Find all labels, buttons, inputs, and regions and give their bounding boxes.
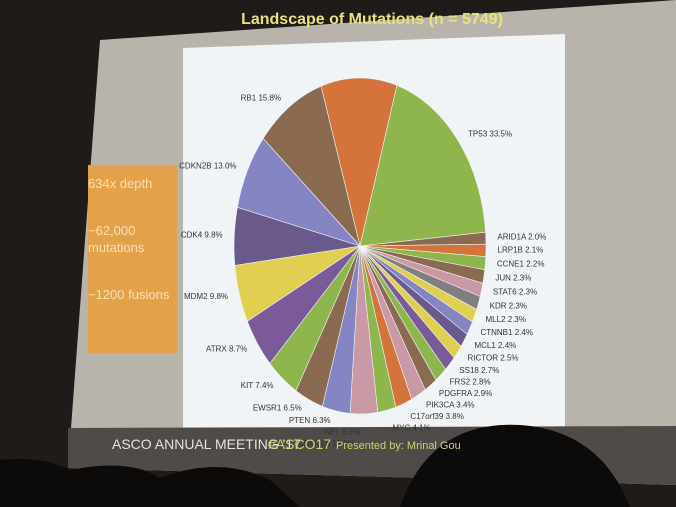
slice-value: 2.4% bbox=[498, 341, 516, 350]
slice-value: 2.1% bbox=[525, 246, 543, 255]
slice-name: PDGFRA bbox=[439, 389, 473, 398]
presenter: Presented by: Mrinal Gou bbox=[336, 440, 461, 452]
slice-value: 9.8% bbox=[210, 292, 228, 301]
slice-value: 2.8% bbox=[472, 378, 490, 387]
pie: CDKN2A 17.2% TP53 33.5% ARID1A 2.0% LRP1B 2… bbox=[179, 77, 546, 448]
slice-value: 2.3% bbox=[513, 273, 531, 282]
sidebar-box bbox=[88, 165, 177, 353]
slice-name: RB1 bbox=[241, 94, 257, 103]
slice-label: ARID1A 2.0% bbox=[497, 233, 546, 242]
slice-value: 4.1% bbox=[412, 424, 430, 433]
slice-name: NF1 bbox=[325, 427, 341, 436]
slice-name: PTEN bbox=[289, 416, 311, 425]
slice-value: 2.0% bbox=[528, 233, 546, 242]
slice-name: MLL2 bbox=[486, 315, 507, 324]
slice-value: 2.5% bbox=[500, 354, 518, 363]
slice-label: PTEN 6.3% bbox=[289, 416, 331, 425]
slice-value: 2.2% bbox=[526, 259, 544, 268]
slice-value: 2.4% bbox=[515, 328, 533, 337]
slice-name: STAT6 bbox=[493, 288, 517, 297]
slice-value: 2.3% bbox=[509, 302, 527, 311]
slice-label: LRP1B 2.1% bbox=[498, 246, 544, 255]
slice-label: MYC 4.1% bbox=[392, 424, 430, 433]
slice-name: KDR bbox=[490, 302, 507, 311]
slice-value: 13.0% bbox=[214, 161, 237, 170]
slice-value: 2.3% bbox=[508, 315, 526, 324]
slice-label: RICTOR 2.5% bbox=[468, 354, 519, 363]
slice-value: 15.8% bbox=[258, 94, 281, 103]
slice-label: FRS2 2.8% bbox=[450, 378, 491, 387]
slice-label: CCNE1 2.2% bbox=[497, 259, 545, 268]
slice-name: CCNE1 bbox=[497, 259, 525, 268]
slice-name: MCL1 bbox=[474, 341, 496, 350]
sidebar-note: 634x depth bbox=[88, 176, 153, 191]
slice-label: KDR 2.3% bbox=[490, 302, 527, 311]
slice-name: JUN bbox=[495, 273, 511, 282]
slice-label: STAT6 2.3% bbox=[493, 288, 537, 297]
pie-slice bbox=[320, 77, 398, 247]
slice-name: CDKN2A bbox=[298, 439, 331, 448]
sidebar-note: ~1200 fusions bbox=[88, 287, 170, 302]
audience bbox=[0, 424, 630, 507]
slice-label: CTNNB1 2.4% bbox=[480, 328, 532, 337]
slice-name: C17orf39 bbox=[410, 412, 443, 421]
chart-title: Landscape of Mutations (n = 5749) bbox=[241, 11, 503, 28]
slice-name: PIK3CA bbox=[426, 401, 455, 410]
slice-value: 6.5% bbox=[284, 404, 302, 413]
slice-name: LRP1B bbox=[498, 246, 523, 255]
pie-slice bbox=[359, 84, 486, 247]
slice-value: 6.3% bbox=[312, 416, 330, 425]
slice-label: KIT 7.4% bbox=[241, 381, 274, 390]
slice-label: JUN 2.3% bbox=[495, 273, 531, 282]
slice-value: 3.4% bbox=[456, 401, 474, 410]
slice-name: ATRX bbox=[206, 344, 227, 353]
slice-value: 2.7% bbox=[481, 366, 499, 375]
slice-label: TP53 33.5% bbox=[468, 129, 512, 138]
slice-name: ARID1A bbox=[497, 233, 527, 242]
slice-name: TP53 bbox=[468, 129, 488, 138]
slice-value: 2.9% bbox=[474, 389, 492, 398]
hashtag: #ASCO17 bbox=[268, 436, 332, 452]
slice-label: CDKN2B 13.0% bbox=[179, 161, 236, 170]
slice-label: PDGFRA 2.9% bbox=[439, 389, 492, 398]
slice-name: CDK4 bbox=[181, 231, 203, 240]
slice-name: FRS2 bbox=[450, 378, 471, 387]
slice-value: 3.8% bbox=[446, 412, 464, 421]
slice-value: 17.2% bbox=[332, 439, 355, 448]
slice-value: 8.7% bbox=[229, 344, 247, 353]
slice-label: MCL1 2.4% bbox=[474, 341, 516, 350]
slice-label: CDKN2A 17.2% bbox=[298, 439, 355, 448]
slice-value: 9.8% bbox=[204, 231, 222, 240]
slice-label: SS18 2.7% bbox=[459, 366, 499, 375]
slice-name: CTNNB1 bbox=[480, 328, 513, 337]
slice-name: MDM2 bbox=[184, 292, 208, 301]
meeting: ASCO ANNUAL MEETING '17 bbox=[112, 436, 301, 452]
slice-name: RICTOR bbox=[468, 354, 499, 363]
slice-name: EWSR1 bbox=[253, 404, 282, 413]
slice-name: CDKN2B bbox=[179, 161, 211, 170]
slice-name: SS18 bbox=[459, 366, 479, 375]
slice-label: NF1 6.2% bbox=[325, 427, 361, 436]
slice-label: MDM2 9.8% bbox=[184, 292, 228, 301]
slice-name: KIT bbox=[241, 381, 254, 390]
slice-value: 33.5% bbox=[489, 129, 512, 138]
slice-label: RB1 15.8% bbox=[241, 94, 281, 103]
slice-label: PIK3CA 3.4% bbox=[426, 401, 474, 410]
slice-value: 2.3% bbox=[519, 288, 537, 297]
slice-name: MYC bbox=[392, 424, 410, 433]
slice-value: 7.4% bbox=[255, 381, 273, 390]
slice-label: ATRX 8.7% bbox=[206, 344, 247, 353]
sidebar-note: ~62,000 mutations bbox=[88, 223, 145, 255]
slice-label: EWSR1 6.5% bbox=[253, 404, 302, 413]
slice-value: 6.2% bbox=[342, 427, 360, 436]
slice-label: C17orf39 3.8% bbox=[410, 412, 463, 421]
pie-slice bbox=[262, 85, 361, 247]
slice-label: MLL2 2.3% bbox=[486, 315, 526, 324]
slice-label: CDK4 9.8% bbox=[181, 231, 223, 240]
